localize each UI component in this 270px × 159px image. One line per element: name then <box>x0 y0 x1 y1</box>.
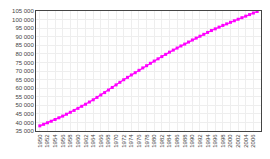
svg-text:1982: 1982 <box>159 134 165 148</box>
svg-text:1996: 1996 <box>212 134 218 148</box>
svg-text:1960: 1960 <box>75 134 81 148</box>
svg-text:1954: 1954 <box>52 134 58 148</box>
svg-text:1958: 1958 <box>67 134 73 148</box>
svg-text:45 000: 45 000 <box>15 111 34 117</box>
svg-text:90 000: 90 000 <box>15 34 34 40</box>
svg-text:40 000: 40 000 <box>15 120 34 126</box>
svg-text:1966: 1966 <box>98 134 104 148</box>
svg-text:1992: 1992 <box>197 134 203 148</box>
svg-text:1950: 1950 <box>37 134 43 148</box>
svg-text:35 000: 35 000 <box>15 128 34 134</box>
svg-text:55 000: 55 000 <box>15 94 34 100</box>
svg-text:1988: 1988 <box>182 134 188 148</box>
svg-text:2004: 2004 <box>243 134 249 148</box>
svg-text:1994: 1994 <box>205 134 211 148</box>
svg-text:65 000: 65 000 <box>15 77 34 83</box>
svg-text:1972: 1972 <box>121 134 127 148</box>
svg-text:1964: 1964 <box>90 134 96 148</box>
svg-text:1976: 1976 <box>136 134 142 148</box>
svg-text:1998: 1998 <box>220 134 226 148</box>
svg-text:105 000: 105 000 <box>12 8 34 14</box>
svg-text:85 000: 85 000 <box>15 42 34 48</box>
svg-text:1974: 1974 <box>128 134 134 148</box>
svg-text:60 000: 60 000 <box>15 85 34 91</box>
svg-text:1952: 1952 <box>44 134 50 148</box>
svg-text:1990: 1990 <box>189 134 195 148</box>
svg-text:70 000: 70 000 <box>15 68 34 74</box>
svg-text:1962: 1962 <box>83 134 89 148</box>
svg-text:2002: 2002 <box>235 134 241 148</box>
svg-text:50 000: 50 000 <box>15 102 34 108</box>
svg-text:2000: 2000 <box>227 134 233 148</box>
svg-text:1956: 1956 <box>60 134 66 148</box>
svg-text:2006: 2006 <box>250 134 256 148</box>
svg-text:1978: 1978 <box>144 134 150 148</box>
svg-text:1968: 1968 <box>105 134 111 148</box>
svg-text:100 000: 100 000 <box>12 17 34 23</box>
svg-text:1970: 1970 <box>113 134 119 148</box>
svg-text:1980: 1980 <box>151 134 157 148</box>
svg-text:1984: 1984 <box>166 134 172 148</box>
svg-text:75 000: 75 000 <box>15 60 34 66</box>
svg-text:80 000: 80 000 <box>15 51 34 57</box>
svg-text:1986: 1986 <box>174 134 180 148</box>
svg-text:95 000: 95 000 <box>15 25 34 31</box>
